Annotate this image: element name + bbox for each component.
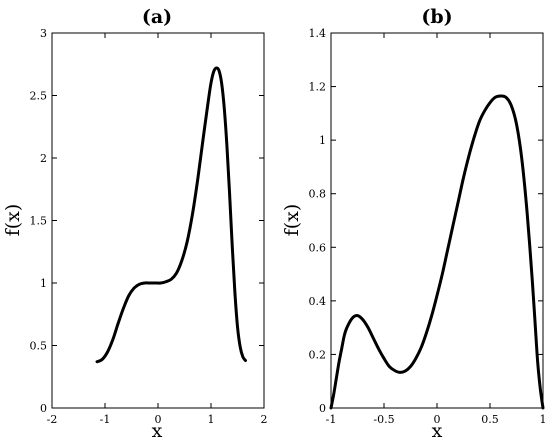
panel-a-y-tick-label: 2 bbox=[40, 152, 47, 165]
panel-a-x-label: x bbox=[152, 420, 163, 439]
panel-a-title: (a) bbox=[142, 6, 172, 28]
panel-b-x-tick-label: 0.5 bbox=[481, 413, 499, 426]
panel-b-y-tick-label: 0.4 bbox=[309, 295, 327, 308]
panel-a-x-tick-label: -2 bbox=[47, 413, 58, 426]
panel-a-y-tick-label: 1 bbox=[40, 277, 47, 290]
panel-b-plot-area bbox=[330, 32, 544, 409]
panel-b-series-line bbox=[329, 94, 545, 410]
panel-b-x-label: x bbox=[432, 420, 443, 439]
panel-b-y-tick-label: 0.2 bbox=[309, 348, 327, 361]
panel-a-x-tick-label: -1 bbox=[100, 413, 111, 426]
panel-b-ticks: -1 -0.5 0 0.5 1 0 0.2 0.4 0.6 0.8 1 1.2 1.4 bbox=[309, 27, 547, 426]
panel-b-y-label: f(x) bbox=[281, 204, 303, 237]
panel-b-x-tick-label: 1 bbox=[540, 413, 547, 426]
panel-b-y-tick-label: 1.2 bbox=[309, 81, 327, 94]
panel-a-ticks: -2 -1 0 1 2 0 0.5 1 1.5 2 2.5 3 bbox=[30, 27, 268, 426]
panel-b-y-tick-label: 0.6 bbox=[309, 241, 327, 254]
panel-a-y-tick-label: 2.5 bbox=[30, 90, 48, 103]
panel-a-series-line bbox=[95, 66, 247, 364]
panel-a-x-tick-label: 0 bbox=[155, 413, 162, 426]
panel-b-y-tick-label: 0 bbox=[319, 402, 326, 415]
panel-a-plot-area bbox=[51, 32, 265, 409]
panel-b-title: (b) bbox=[421, 6, 452, 28]
panel-b-y-tick-label: 0.8 bbox=[309, 188, 327, 201]
panel-a-y-tick-label: 0.5 bbox=[30, 340, 48, 353]
panel-a-y-tick-label: 3 bbox=[40, 27, 47, 40]
panel-b-x-tick-label: -1 bbox=[326, 413, 337, 426]
panel-a-x-tick-label: 2 bbox=[261, 413, 268, 426]
panel-b: (b) -1 -0.5 0 0.5 1 0 0.2 0.4 0.6 0.8 1 1.2 1.4 x f(… bbox=[281, 6, 547, 439]
panel-a-x-tick-label: 1 bbox=[208, 413, 215, 426]
panel-a: (a) -2 -1 0 1 2 0 0.5 1 1.5 2 2.5 3 x f(x) bbox=[2, 6, 268, 439]
panel-b-x-tick-label: 0 bbox=[434, 413, 441, 426]
panel-b-x-tick-label: -0.5 bbox=[373, 413, 394, 426]
panel-a-y-label: f(x) bbox=[2, 204, 24, 237]
panel-a-y-tick-label: 0 bbox=[40, 402, 47, 415]
panel-b-y-tick-label: 1.4 bbox=[309, 27, 327, 40]
panel-a-y-tick-label: 1.5 bbox=[30, 215, 48, 228]
panel-b-y-tick-label: 1 bbox=[319, 134, 326, 147]
